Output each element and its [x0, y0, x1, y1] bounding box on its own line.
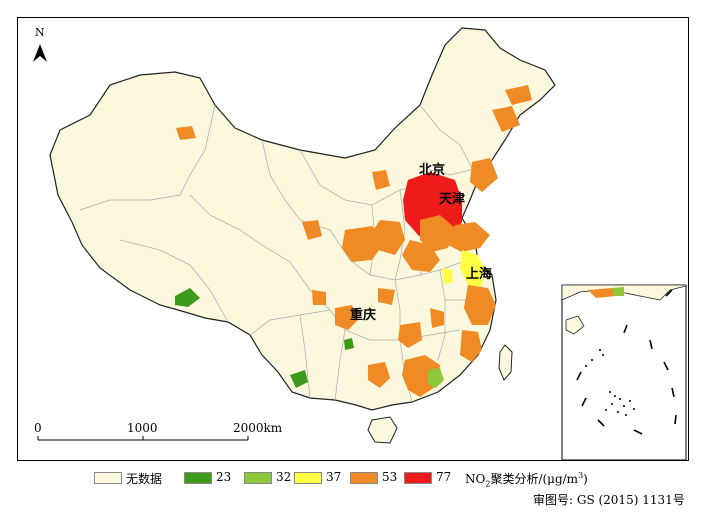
chongqing-region — [335, 305, 358, 330]
zhejiang-region — [464, 285, 496, 325]
jiangsu-yellow-region — [460, 250, 486, 290]
hainan-region — [367, 416, 398, 444]
yunnan-green-region — [290, 370, 308, 388]
taiwan-region — [498, 344, 513, 381]
city-label-tianjin: 天津 — [439, 192, 466, 207]
henan-region — [402, 240, 440, 272]
tibet-green-region — [175, 288, 200, 307]
legend-title-sup: 3 — [578, 471, 584, 480]
legend-label: 无数据 — [126, 472, 163, 486]
hubei-region — [378, 288, 395, 305]
city-label-beijing: 北京 — [419, 163, 446, 178]
legend-title-prefix: NO — [465, 472, 486, 486]
legend-swatch — [404, 472, 432, 484]
north-orange-region — [420, 215, 455, 252]
legend-title: NO2聚类分析/(μg/m3) — [465, 470, 588, 488]
north-arrow-icon — [33, 44, 47, 62]
legend-label: 37 — [326, 470, 342, 484]
xinjiang-region — [176, 126, 196, 140]
legend-title-mid: 聚类分析/(μg/m — [490, 472, 579, 486]
city-label-chongqing: 重庆 — [350, 308, 377, 323]
legend-label: 23 — [216, 470, 232, 484]
scale-label-mid: 1000 — [127, 421, 158, 435]
legend-swatch — [294, 472, 322, 484]
sichuan-region — [312, 290, 326, 305]
south-china-sea-inset — [561, 284, 687, 461]
legend-label: 77 — [436, 470, 452, 484]
legend-label: 32 — [276, 470, 292, 484]
inner-mongolia-region — [372, 170, 390, 190]
legend-label: 53 — [382, 470, 398, 484]
hunan-region — [398, 322, 422, 348]
shandong-region — [448, 222, 490, 252]
jiangxi-region — [430, 308, 444, 328]
shaanxi-region — [342, 226, 385, 262]
guangdong-green-region — [428, 368, 444, 388]
map-approval-number: 审图号: GS (2015) 1131号 — [533, 493, 685, 507]
legend-title-suffix: ) — [583, 472, 588, 486]
jilin-region — [492, 106, 520, 132]
legend-swatch — [350, 472, 378, 484]
heilongjiang-region — [505, 85, 532, 105]
legend-title-sub: 2 — [485, 479, 491, 489]
scale-label-end: 2000km — [233, 421, 283, 435]
anhui-yellow-region — [442, 268, 453, 284]
city-label-shanghai: 上海 — [466, 267, 493, 282]
guangxi-region — [368, 362, 390, 388]
fujian-region — [460, 330, 482, 362]
legend-swatch — [244, 472, 272, 484]
guangdong-region — [402, 355, 440, 397]
mainland-china-region — [49, 27, 556, 411]
guizhou-green-region — [344, 338, 354, 350]
gansu-region — [302, 220, 322, 240]
north-label: N — [35, 26, 45, 39]
legend-swatch — [184, 472, 212, 484]
data-regions — [175, 85, 532, 397]
liaoning-region — [470, 158, 498, 192]
north-arrow — [33, 44, 47, 62]
scale-label-start: 0 — [34, 421, 42, 435]
legend-swatch — [94, 472, 122, 484]
scale-bar — [37, 436, 249, 441]
